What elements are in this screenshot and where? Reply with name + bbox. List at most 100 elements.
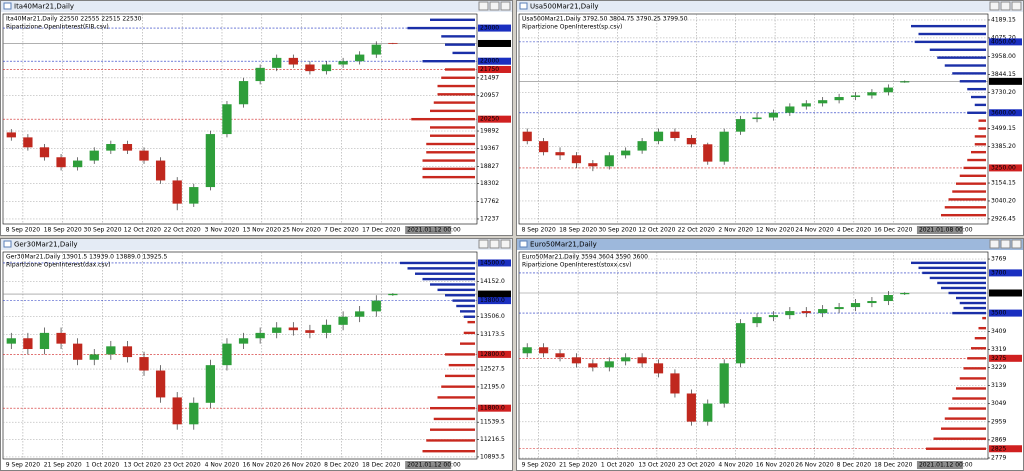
candle-body — [371, 300, 381, 312]
open-interest-bar — [437, 84, 475, 88]
candle-body — [205, 134, 216, 188]
candle-body — [73, 160, 83, 168]
window-min-button[interactable] — [989, 239, 1000, 249]
open-interest-bar — [422, 159, 475, 162]
window-min-button[interactable] — [989, 1, 1000, 11]
candle-body — [106, 346, 116, 355]
y-tick-label: 10893.5 — [480, 453, 505, 460]
candle-body — [305, 64, 315, 72]
candle-body — [883, 295, 893, 302]
y-tick-label: 2825 — [991, 445, 1006, 452]
open-interest-bar — [956, 387, 986, 390]
window-close-button[interactable] — [500, 239, 511, 249]
open-interest-bar — [967, 87, 986, 91]
open-interest-bar — [971, 95, 986, 99]
window-max-button[interactable] — [1000, 1, 1011, 11]
candle-body — [900, 81, 910, 83]
candle-body — [155, 160, 166, 181]
candle-body — [818, 100, 828, 104]
y-tick-label: 3229 — [991, 364, 1006, 371]
candle-body — [222, 104, 232, 135]
chart-header: Ger30Mar21,Daily 13901.5 13939.0 13889.0… — [6, 254, 168, 261]
x-tick-label: 24 Nov 2020 — [795, 227, 834, 234]
window-title: Euro50Mar21,Daily — [530, 241, 597, 249]
open-interest-bar — [437, 93, 475, 96]
open-interest-bar — [415, 272, 475, 275]
x-tick-label: 4 Nov 2020 — [718, 462, 753, 469]
open-interest-bar — [411, 117, 475, 121]
open-interest-bar — [982, 316, 986, 320]
window-close-button[interactable] — [1011, 1, 1022, 11]
open-interest-bar — [918, 266, 986, 270]
price-box — [478, 24, 511, 32]
open-interest-bar — [952, 311, 986, 315]
candle-body — [785, 311, 795, 316]
y-tick-label: 4050.00 — [991, 38, 1016, 45]
open-interest-bar — [452, 51, 475, 55]
open-interest-bar — [974, 337, 986, 340]
candle-body — [23, 137, 33, 148]
open-interest-bar — [952, 190, 986, 193]
candle-body — [89, 150, 99, 161]
open-interest-bar — [445, 68, 475, 71]
x-tick-label: 8 Sep 2020 — [522, 227, 556, 234]
title-icon — [3, 240, 12, 248]
window-min-button[interactable] — [478, 1, 489, 11]
open-interest-bar — [433, 101, 475, 104]
open-interest-bar — [422, 175, 475, 179]
y-tick-label: 3844.15 — [991, 71, 1016, 78]
open-interest-bar — [441, 76, 475, 79]
window-max-button[interactable] — [1000, 239, 1011, 249]
cursor-date-box — [916, 461, 963, 469]
open-interest-bar — [430, 406, 475, 410]
candle-body — [539, 347, 549, 354]
candle-body — [834, 97, 844, 101]
y-tick-label: 2869 — [991, 436, 1006, 443]
window-max-button[interactable] — [489, 1, 500, 11]
y-tick-label: 13800.0 — [480, 297, 505, 304]
candle-body — [255, 332, 265, 339]
x-tick-label: 18 Dec 2020 — [874, 462, 913, 469]
candle-body — [703, 144, 713, 162]
y-tick-label: 4189.15 — [991, 16, 1016, 23]
y-tick-label: 4075.20 — [991, 34, 1016, 41]
y-tick-label: 18827 — [480, 163, 499, 170]
y-tick-label: 18302 — [480, 180, 499, 187]
candle-body — [73, 343, 83, 360]
y-tick-label: 12527.5 — [480, 366, 505, 373]
candle-body — [39, 147, 50, 158]
y-tick-label: 3319 — [991, 346, 1006, 353]
open-interest-bar — [952, 72, 986, 75]
window-max-button[interactable] — [489, 239, 500, 249]
open-interest-bar — [430, 428, 475, 431]
open-interest-bar — [437, 288, 475, 292]
open-interest-bar — [926, 447, 986, 450]
x-tick-label: 8 Dec 2020 — [837, 462, 872, 469]
candle-body — [850, 303, 861, 308]
x-tick-label: 13 Nov 2020 — [243, 227, 282, 234]
open-interest-bar — [937, 56, 986, 59]
x-tick-label: 21 Sep 2020 — [44, 462, 82, 469]
window-close-button[interactable] — [1011, 239, 1022, 249]
candle-body — [321, 324, 332, 333]
candle-body — [205, 365, 216, 403]
y-tick-label: 20957 — [480, 92, 499, 99]
x-tick-label: 8 Sep 2020 — [6, 227, 40, 234]
candle-body — [818, 309, 828, 314]
candle-body — [588, 363, 598, 368]
title-bar — [517, 1, 1023, 12]
candle-body — [604, 155, 614, 167]
open-interest-bar — [463, 331, 475, 335]
y-tick-label: 3409 — [991, 328, 1006, 335]
candle-body — [288, 327, 298, 331]
candle-body — [571, 155, 582, 164]
x-tick-label: 12 Nov 2020 — [756, 227, 795, 234]
window-close-button[interactable] — [500, 1, 511, 11]
open-interest-bar — [937, 281, 986, 285]
indicator-name: Ripartizione OpenInterest(sp.csv) — [522, 24, 622, 31]
window-min-button[interactable] — [478, 239, 489, 249]
cursor-date: 2021.01.12 00:00 — [407, 227, 461, 234]
price-box — [989, 38, 1022, 46]
price-box — [989, 289, 1022, 297]
y-tick-label: 22000 — [480, 58, 499, 65]
